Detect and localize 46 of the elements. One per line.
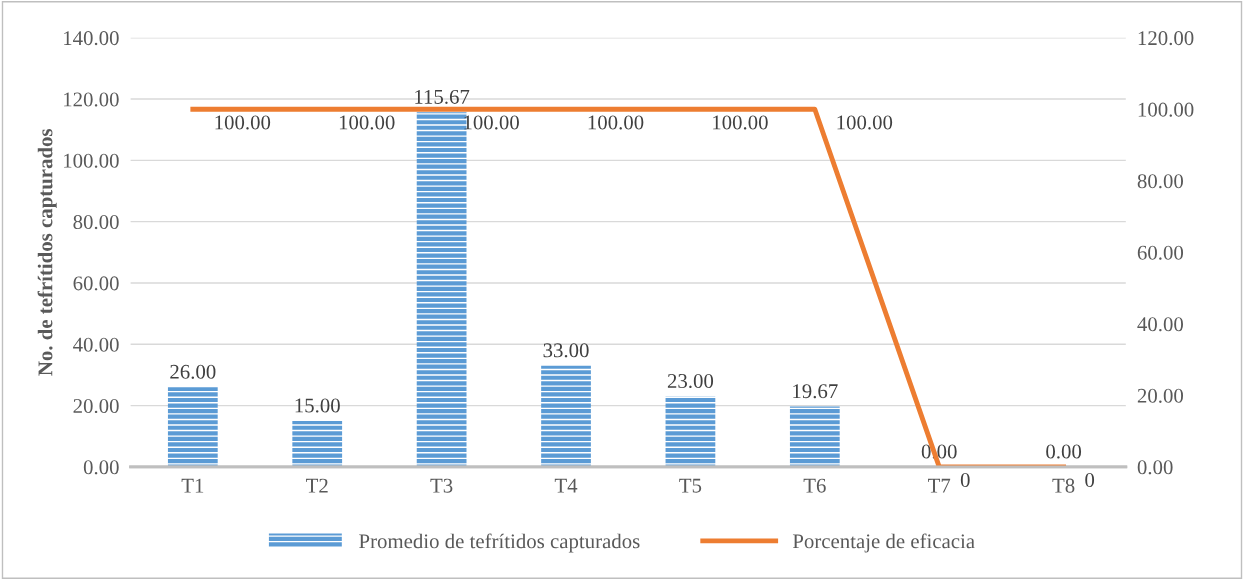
bar: [789, 406, 840, 467]
x-tick-label: T6: [803, 478, 826, 493]
x-tick-label: T3: [430, 478, 453, 493]
x-tick-label: T5: [679, 478, 702, 493]
data-label: 19.67: [793, 384, 838, 399]
data-label: 26.00: [170, 364, 216, 379]
y2-tick-label: 60.00: [1137, 245, 1184, 260]
y-tick-label: 60.00: [73, 276, 119, 291]
x-tick-label: T2: [306, 478, 328, 493]
data-label: 100.00: [713, 115, 768, 130]
y2-tick-label: 100.00: [1138, 102, 1194, 117]
data-label: 33.00: [543, 343, 589, 358]
y-tick-label: 40.00: [73, 337, 119, 352]
data-label: 100.00: [588, 115, 644, 130]
bar: [292, 420, 343, 467]
y2-tick-label: 40.00: [1137, 317, 1184, 332]
data-label: 0: [1085, 473, 1095, 488]
y2-tick-label: 120.00: [1138, 31, 1194, 46]
legend-label: Porcentaje de eficacia: [792, 533, 975, 553]
data-label: 100.00: [339, 115, 395, 130]
y-tick-label: 20.00: [73, 398, 119, 414]
y-tick-label: 100.00: [64, 153, 119, 168]
y-tick-label: 140.00: [64, 31, 119, 46]
data-label: 100.00: [215, 115, 271, 130]
x-tick-label: T4: [554, 478, 578, 493]
data-label: 23.00: [667, 373, 714, 389]
y2-tick-label: 0.00: [1137, 460, 1173, 475]
bar: [167, 387, 218, 467]
x-tick-label: T1: [181, 478, 204, 493]
data-label: 0.00: [1046, 444, 1082, 459]
x-tick-label: T8: [1052, 478, 1075, 493]
data-label: 115.67: [415, 89, 470, 104]
y-tick-label: 0.00: [83, 460, 119, 475]
data-label: 15.00: [295, 398, 340, 413]
bar: [541, 365, 591, 467]
x-tick-label: T7: [928, 478, 951, 493]
y-axis-title: No. de tefrítidos capturados: [37, 128, 57, 376]
legend-label: Promedio de tefrítidos capturados: [359, 533, 640, 553]
y2-tick-label: 20.00: [1137, 388, 1184, 403]
data-label: 100.00: [464, 115, 519, 130]
data-label: 0: [960, 473, 970, 488]
data-label: 100.00: [837, 115, 893, 130]
y-tick-label: 120.00: [64, 92, 119, 107]
bar: [665, 396, 716, 467]
y-tick-label: 80.00: [73, 215, 119, 230]
y2-tick-label: 80.00: [1137, 174, 1184, 189]
